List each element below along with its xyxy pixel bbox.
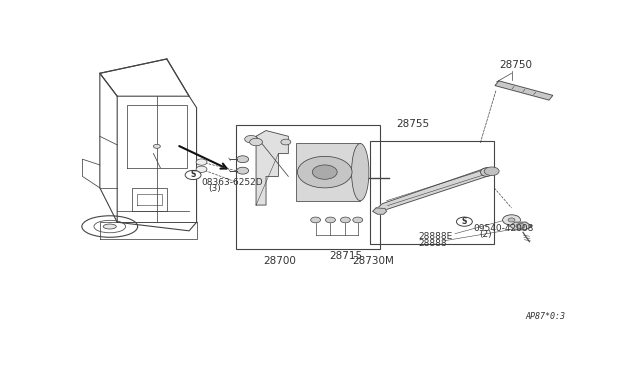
Circle shape (484, 167, 499, 176)
Circle shape (196, 166, 207, 172)
Ellipse shape (481, 168, 493, 176)
Text: S: S (191, 170, 196, 179)
Circle shape (281, 139, 291, 145)
Circle shape (298, 156, 352, 188)
Text: 08363-6252D: 08363-6252D (202, 178, 263, 187)
Text: S: S (461, 217, 467, 226)
Text: 28888E: 28888E (419, 232, 453, 241)
Circle shape (237, 167, 249, 174)
Text: AP87*0:3: AP87*0:3 (525, 312, 565, 321)
Circle shape (237, 156, 249, 163)
Text: 28700: 28700 (264, 256, 296, 266)
Polygon shape (509, 222, 531, 230)
Text: 28730M: 28730M (352, 256, 394, 266)
Bar (236, 125, 380, 250)
Circle shape (312, 165, 337, 179)
Polygon shape (372, 208, 387, 214)
Ellipse shape (351, 144, 369, 201)
Circle shape (196, 159, 207, 165)
Circle shape (310, 217, 321, 223)
Circle shape (250, 138, 262, 146)
Circle shape (456, 217, 472, 226)
Text: 28755: 28755 (396, 119, 429, 129)
Bar (370, 141, 494, 244)
Polygon shape (495, 81, 553, 100)
Circle shape (516, 223, 525, 228)
Polygon shape (256, 131, 288, 205)
Text: (2): (2) (479, 230, 492, 239)
Ellipse shape (103, 224, 116, 229)
Circle shape (502, 215, 520, 225)
Polygon shape (378, 168, 492, 211)
Circle shape (340, 217, 350, 223)
Text: 28750: 28750 (499, 60, 532, 70)
Circle shape (326, 217, 335, 223)
Text: (3): (3) (208, 185, 221, 193)
Circle shape (508, 218, 515, 222)
Circle shape (244, 135, 257, 143)
Text: 28715: 28715 (329, 251, 362, 261)
Text: 09540-42008: 09540-42008 (474, 224, 534, 232)
Circle shape (154, 144, 161, 148)
Bar (296, 144, 360, 201)
Circle shape (353, 217, 363, 223)
Circle shape (185, 170, 201, 180)
Text: 28888: 28888 (419, 240, 447, 248)
